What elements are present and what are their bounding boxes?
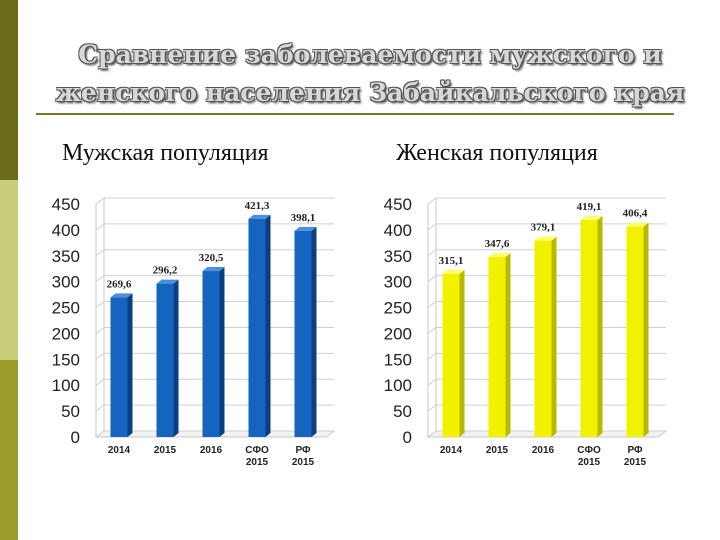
female-data-label: 406,4 — [623, 208, 648, 220]
female-bar-front — [534, 240, 552, 437]
female-ytick-label: 150 — [384, 350, 412, 369]
male-gridline — [95, 197, 334, 205]
male-chart: 0 50 100 150 200 250 300 350 400 450 269,6 2014 296,… — [52, 195, 336, 468]
female-ytick-label: 400 — [384, 221, 412, 240]
female-bar-side — [643, 222, 649, 437]
female-ytick-label: 0 — [403, 428, 412, 447]
decor-strip-bottom — [0, 360, 18, 540]
female-data-label: 347,6 — [485, 238, 510, 250]
female-bar-side — [505, 253, 511, 437]
male-ytick-label: 50 — [61, 402, 80, 421]
male-bar-top — [156, 279, 179, 284]
female-bar-top — [580, 215, 603, 220]
male-bar-top — [202, 267, 225, 272]
male-bar — [294, 226, 317, 437]
female-bar — [580, 215, 603, 437]
male-bar-top — [248, 214, 271, 219]
female-xtick-label: РФ — [627, 445, 643, 456]
female-bar-side — [551, 236, 557, 437]
male-bar-front — [248, 218, 266, 437]
chart-title-female: Женская популяция — [396, 140, 598, 166]
female-ytick-label: 450 — [384, 195, 412, 214]
male-ytick-label: 300 — [52, 273, 80, 292]
male-ytick-label: 450 — [52, 195, 80, 214]
female-xtick-label: 2016 — [532, 445, 555, 456]
female-data-label: 379,1 — [531, 222, 556, 234]
male-bar-front — [110, 297, 128, 437]
female-bar-side — [597, 215, 603, 437]
male-xtick-label: РФ — [295, 445, 311, 456]
male-bar-side — [311, 226, 317, 437]
female-bar-front — [488, 257, 506, 437]
female-bar-top — [626, 222, 649, 227]
decor-strip-middle — [0, 180, 18, 360]
male-bar — [156, 279, 179, 437]
male-bar-top — [110, 293, 133, 298]
male-bar-top — [294, 226, 317, 231]
female-ytick-label: 200 — [384, 324, 412, 343]
slide-title: Сравнение заболеваемости мужского и женс… — [40, 36, 700, 112]
male-bar-side — [127, 293, 133, 437]
male-ytick-label: 250 — [52, 299, 80, 318]
female-bar — [488, 253, 511, 437]
female-bar-top — [442, 269, 465, 274]
male-data-label: 421,3 — [245, 200, 270, 212]
female-xtick-label: 2014 — [440, 445, 463, 456]
female-ytick-label: 250 — [384, 299, 412, 318]
male-xtick-label: 2016 — [200, 445, 223, 456]
female-bar — [442, 269, 465, 437]
female-bar-top — [534, 236, 557, 241]
female-gridline — [427, 197, 666, 205]
female-bar-front — [442, 273, 460, 437]
male-ytick-label: 350 — [52, 247, 80, 266]
male-data-label: 320,5 — [199, 252, 224, 264]
female-xtick-label: СФО — [577, 445, 601, 456]
female-ytick-label: 350 — [384, 247, 412, 266]
female-bar-side — [459, 269, 465, 437]
female-data-label: 315,1 — [439, 255, 464, 267]
male-xtick-label: 2015 — [246, 457, 269, 468]
female-bar-front — [580, 219, 598, 437]
female-bar-top — [488, 253, 511, 258]
male-data-label: 269,6 — [107, 278, 132, 290]
male-bar-front — [156, 283, 174, 437]
male-data-label: 398,1 — [291, 212, 316, 224]
male-xtick-label: 2015 — [154, 445, 177, 456]
female-ytick-label: 50 — [393, 402, 412, 421]
female-bar — [534, 236, 557, 437]
male-bar-front — [294, 230, 312, 437]
male-xtick-label: 2015 — [292, 457, 315, 468]
male-bar — [202, 267, 225, 437]
male-xtick-label: СФО — [245, 445, 269, 456]
male-xtick-label: 2014 — [108, 445, 131, 456]
male-ytick-label: 0 — [71, 428, 80, 447]
decor-strip-top — [0, 0, 18, 180]
female-xtick-label: 2015 — [624, 457, 647, 468]
chart-title-male: Мужская популяция — [62, 140, 269, 166]
male-data-label: 296,2 — [153, 265, 178, 277]
male-bar — [248, 214, 271, 437]
female-ytick-label: 100 — [384, 376, 412, 395]
male-bar-side — [173, 279, 179, 437]
male-bar-side — [265, 214, 271, 437]
female-xtick-label: 2015 — [486, 445, 509, 456]
male-ytick-label: 400 — [52, 221, 80, 240]
female-bar — [626, 222, 649, 437]
male-bar-front — [202, 271, 220, 437]
slide-title-line-1: Сравнение заболеваемости мужского и — [78, 40, 662, 69]
title-underline — [36, 113, 674, 115]
male-bar-side — [219, 267, 225, 437]
female-chart: 0 50 100 150 200 250 300 350 400 450 315,1 2014 347,… — [384, 195, 668, 468]
slide-title-line-2: женского населения Забайкальского края — [55, 78, 685, 107]
male-ytick-label: 100 — [52, 376, 80, 395]
female-bar-front — [626, 226, 644, 437]
female-data-label: 419,1 — [577, 201, 602, 213]
female-ytick-label: 300 — [384, 273, 412, 292]
female-xtick-label: 2015 — [578, 457, 601, 468]
male-ytick-label: 150 — [52, 350, 80, 369]
male-ytick-label: 200 — [52, 324, 80, 343]
male-bar — [110, 293, 133, 437]
